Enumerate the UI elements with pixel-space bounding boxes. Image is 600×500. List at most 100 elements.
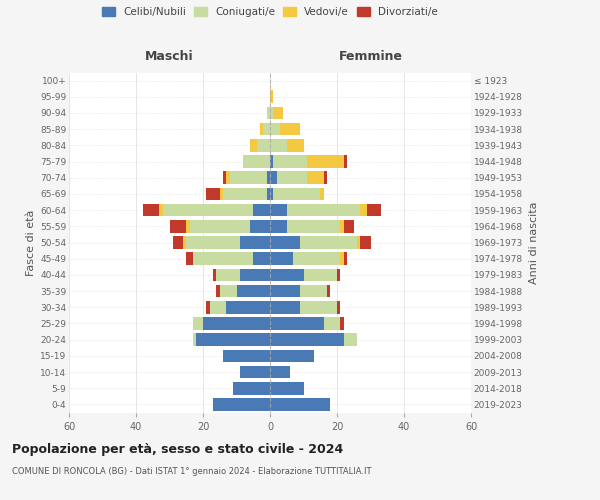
Bar <box>280 123 300 136</box>
Bar <box>270 106 274 120</box>
Bar <box>367 204 380 216</box>
Bar <box>307 155 344 168</box>
Bar <box>223 350 270 362</box>
Bar <box>193 317 203 330</box>
Bar <box>230 172 266 184</box>
Bar <box>206 188 220 200</box>
Bar <box>287 220 340 232</box>
Bar <box>203 317 270 330</box>
Text: Femmine: Femmine <box>338 50 403 62</box>
Bar <box>220 285 236 298</box>
Bar <box>266 106 270 120</box>
Text: COMUNE DI RONCOLA (BG) - Dati ISTAT 1° gennaio 2024 - Elaborazione TUTTITALIA.IT: COMUNE DI RONCOLA (BG) - Dati ISTAT 1° g… <box>12 468 371 476</box>
Bar <box>260 123 263 136</box>
Bar <box>240 236 270 249</box>
Bar <box>263 123 270 136</box>
Bar <box>223 188 266 200</box>
Bar <box>173 236 183 249</box>
Bar <box>270 123 280 136</box>
Text: Maschi: Maschi <box>145 50 194 62</box>
Bar <box>270 155 274 168</box>
Bar <box>270 350 314 362</box>
Bar <box>337 268 340 281</box>
Bar <box>270 236 300 249</box>
Bar <box>270 334 344 346</box>
Bar <box>327 285 331 298</box>
Bar <box>250 139 257 151</box>
Bar <box>223 172 226 184</box>
Bar <box>226 301 270 314</box>
Bar <box>337 301 340 314</box>
Bar <box>300 236 357 249</box>
Bar <box>186 220 190 232</box>
Y-axis label: Fasce di età: Fasce di età <box>26 210 36 276</box>
Bar <box>240 366 270 378</box>
Bar <box>270 317 323 330</box>
Bar <box>253 252 270 265</box>
Bar <box>357 236 361 249</box>
Bar <box>361 204 367 216</box>
Bar <box>250 220 270 232</box>
Bar <box>300 301 337 314</box>
Bar <box>193 334 196 346</box>
Bar <box>304 268 337 281</box>
Bar <box>170 220 186 232</box>
Bar <box>340 252 344 265</box>
Bar <box>186 252 193 265</box>
Bar <box>213 268 217 281</box>
Bar <box>274 188 320 200</box>
Bar <box>217 285 220 298</box>
Bar <box>143 204 160 216</box>
Bar <box>270 268 304 281</box>
Bar <box>266 172 270 184</box>
Legend: Celibi/Nubili, Coniugati/e, Vedovi/e, Divorziati/e: Celibi/Nubili, Coniugati/e, Vedovi/e, Di… <box>100 5 440 20</box>
Bar <box>210 301 226 314</box>
Bar <box>293 252 340 265</box>
Bar <box>190 220 250 232</box>
Bar <box>274 106 283 120</box>
Bar <box>270 366 290 378</box>
Bar <box>193 252 253 265</box>
Bar <box>196 334 270 346</box>
Bar <box>270 382 304 394</box>
Bar <box>277 172 307 184</box>
Bar <box>233 382 270 394</box>
Bar <box>323 172 327 184</box>
Bar <box>220 188 223 200</box>
Bar <box>344 155 347 168</box>
Bar <box>243 155 270 168</box>
Bar <box>361 236 371 249</box>
Bar <box>217 268 240 281</box>
Text: Popolazione per età, sesso e stato civile - 2024: Popolazione per età, sesso e stato civil… <box>12 442 343 456</box>
Bar <box>270 252 293 265</box>
Bar <box>226 172 230 184</box>
Bar <box>270 301 300 314</box>
Bar <box>340 317 344 330</box>
Bar <box>213 398 270 410</box>
Bar <box>270 90 274 103</box>
Bar <box>287 139 304 151</box>
Bar <box>320 188 323 200</box>
Bar <box>266 188 270 200</box>
Bar <box>206 301 210 314</box>
Bar <box>270 220 287 232</box>
Bar <box>270 188 274 200</box>
Bar <box>240 268 270 281</box>
Bar <box>270 139 287 151</box>
Bar <box>253 204 270 216</box>
Bar <box>344 252 347 265</box>
Bar <box>340 220 344 232</box>
Bar <box>300 285 327 298</box>
Bar <box>236 285 270 298</box>
Bar <box>163 204 253 216</box>
Bar <box>274 155 307 168</box>
Bar <box>270 204 287 216</box>
Bar <box>323 317 340 330</box>
Bar <box>287 204 361 216</box>
Y-axis label: Anni di nascita: Anni di nascita <box>529 201 539 283</box>
Bar <box>183 236 186 249</box>
Bar <box>270 398 331 410</box>
Bar <box>270 285 300 298</box>
Bar <box>186 236 240 249</box>
Bar <box>307 172 323 184</box>
